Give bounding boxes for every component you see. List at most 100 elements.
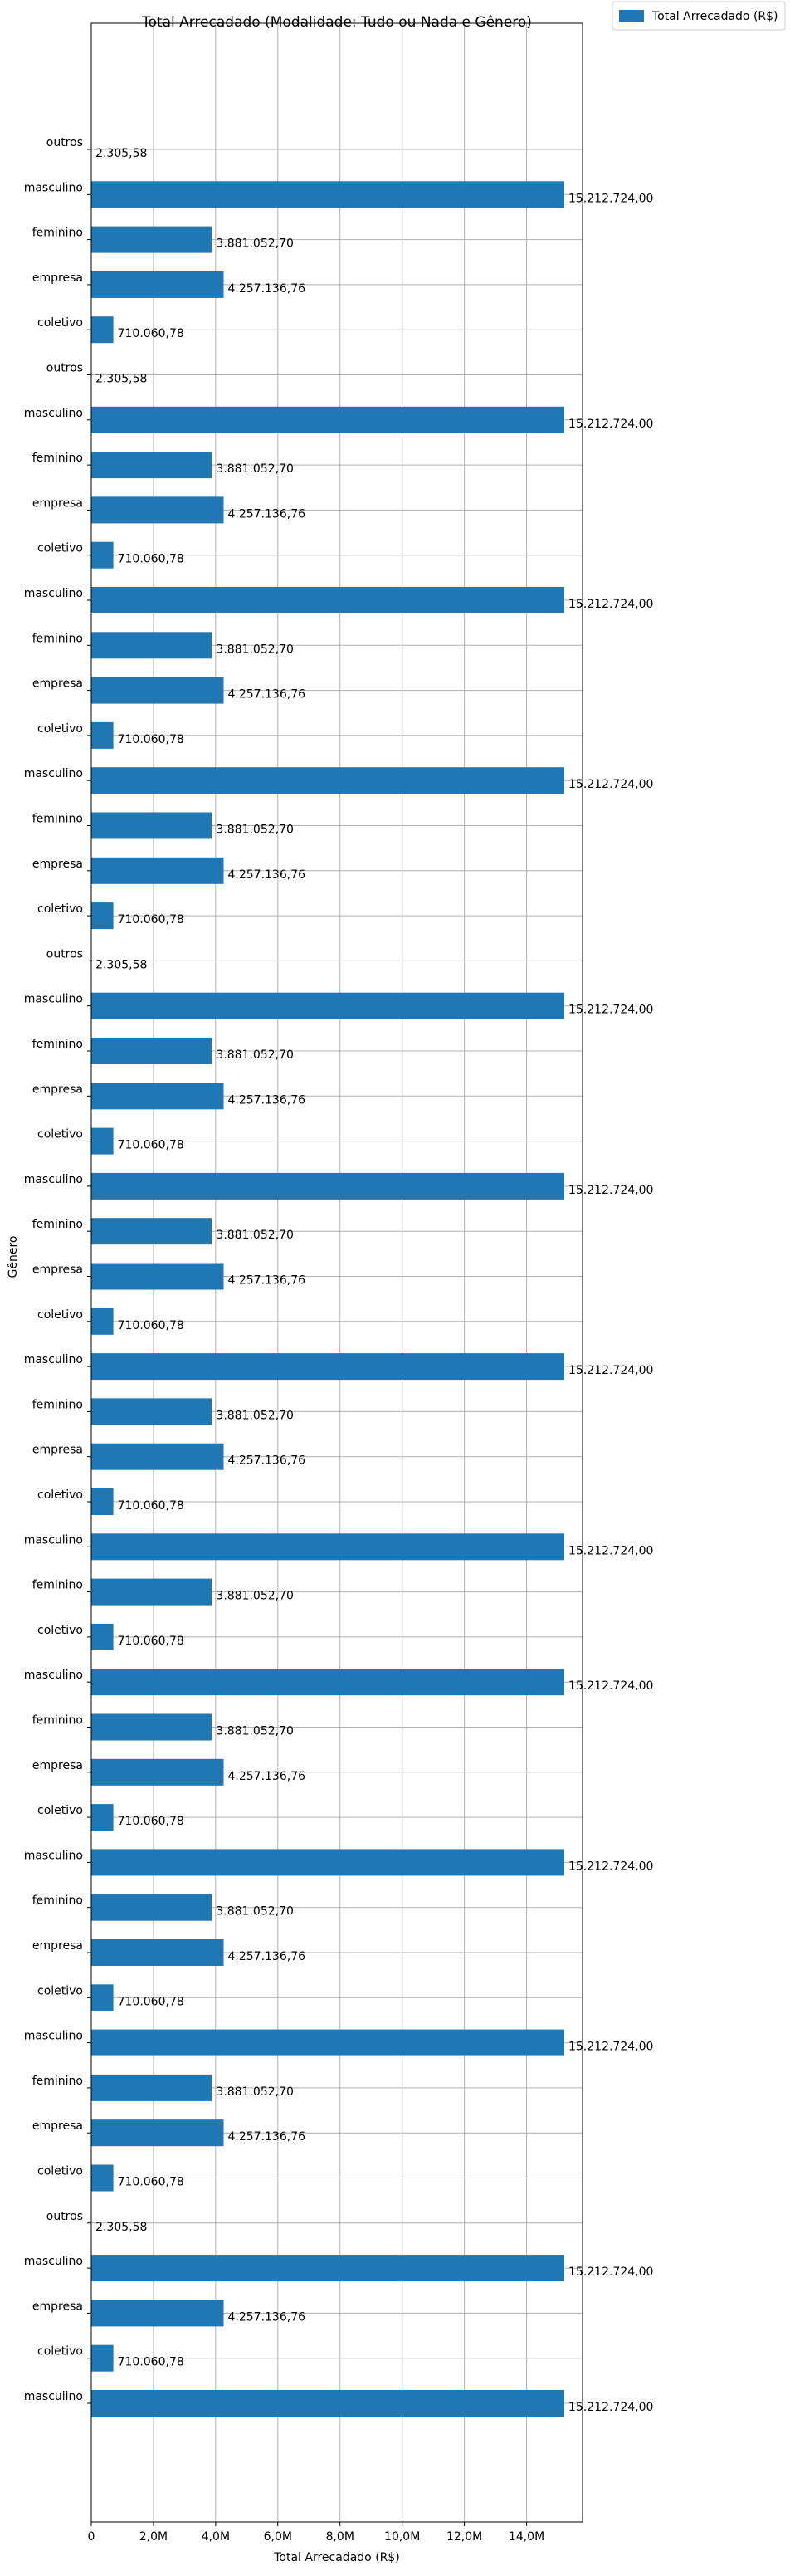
- data-label: 2.305,58: [95, 373, 147, 386]
- data-label: 710.060,78: [118, 553, 184, 566]
- y-tick-label: masculino: [24, 1669, 83, 1682]
- bar: [91, 1444, 224, 1470]
- bar: [91, 496, 224, 523]
- data-label: 15.212.724,00: [568, 2041, 653, 2054]
- data-label: 710.060,78: [118, 2176, 184, 2189]
- y-tick-label: masculino: [24, 1849, 83, 1862]
- y-tick-label: masculino: [24, 2255, 83, 2268]
- data-label: 15.212.724,00: [568, 192, 653, 205]
- y-tick-label: outros: [46, 2210, 83, 2223]
- y-tick-label: coletivo: [37, 1984, 83, 1997]
- data-label: 710.060,78: [118, 1815, 184, 1828]
- x-tick-label: 14,0M: [509, 2530, 544, 2544]
- data-label: 3.881.052,70: [216, 1725, 294, 1738]
- data-label: 3.881.052,70: [216, 237, 294, 251]
- y-tick-label: empresa: [32, 1264, 83, 1277]
- data-label: 15.212.724,00: [568, 1679, 653, 1693]
- x-tick-label: 2,0M: [139, 2530, 168, 2544]
- y-tick-label: empresa: [32, 2300, 83, 2313]
- y-tick-label: empresa: [32, 496, 83, 510]
- data-label: 3.881.052,70: [216, 1048, 294, 1062]
- y-tick-label: coletivo: [37, 902, 83, 916]
- y-tick-label: feminino: [32, 227, 83, 240]
- data-label: 710.060,78: [118, 1499, 184, 1513]
- x-tick-label: 8,0M: [326, 2530, 354, 2544]
- bar: [91, 722, 114, 749]
- data-label: 710.060,78: [118, 1995, 184, 2008]
- bar: [91, 902, 114, 929]
- x-tick-label: 6,0M: [264, 2530, 292, 2544]
- y-axis-label: Gênero: [7, 1236, 20, 1278]
- y-tick-label: feminino: [32, 1894, 83, 1908]
- bar: [91, 2300, 224, 2326]
- y-tick-label: masculino: [24, 2030, 83, 2043]
- data-label: 4.257.136,76: [228, 2310, 306, 2324]
- data-label: 15.212.724,00: [568, 778, 653, 791]
- y-tick-label: masculino: [24, 767, 83, 780]
- data-label: 710.060,78: [118, 327, 184, 340]
- y-tick-label: feminino: [32, 1218, 83, 1231]
- data-label: 710.060,78: [118, 2356, 184, 2369]
- x-tick-label: 4,0M: [202, 2530, 230, 2544]
- bar: [91, 1173, 564, 1200]
- bar: [91, 407, 564, 433]
- data-label: 4.257.136,76: [228, 1950, 306, 1963]
- bar: [91, 1083, 224, 1109]
- legend: Total Arrecadado (R$): [612, 2, 785, 30]
- data-label: 3.881.052,70: [216, 1229, 294, 1242]
- data-label: 4.257.136,76: [228, 1770, 306, 1783]
- y-tick-label: outros: [46, 136, 83, 149]
- y-tick-label: empresa: [32, 1444, 83, 1457]
- x-tick-label: 10,0M: [384, 2530, 420, 2544]
- bar: [91, 767, 564, 794]
- x-axis-label: Total Arrecadado (R$): [273, 2551, 400, 2564]
- data-label: 3.881.052,70: [216, 2085, 294, 2099]
- y-tick-label: coletivo: [37, 1128, 83, 1141]
- data-label: 710.060,78: [118, 1319, 184, 1332]
- y-tick-label: coletivo: [37, 1804, 83, 1817]
- bar: [91, 813, 212, 839]
- y-tick-label: empresa: [32, 858, 83, 871]
- data-label: 2.305,58: [95, 2221, 147, 2234]
- bar: [91, 1759, 224, 1786]
- data-label: 15.212.724,00: [568, 1860, 653, 1873]
- x-tick-label: 0: [88, 2530, 95, 2544]
- chart-title: Total Arrecadado (Modalidade: Tudo ou Na…: [141, 14, 532, 31]
- bar: [91, 1264, 224, 1290]
- data-label: 4.257.136,76: [228, 2130, 306, 2143]
- data-label: 15.212.724,00: [568, 598, 653, 611]
- data-label: 4.257.136,76: [228, 1274, 306, 1288]
- y-tick-label: feminino: [32, 632, 83, 645]
- bar: [91, 1038, 212, 1064]
- y-tick-label: masculino: [24, 587, 83, 600]
- y-tick-label: feminino: [32, 1714, 83, 1728]
- data-label: 4.257.136,76: [228, 688, 306, 701]
- bar: [91, 181, 564, 208]
- bar: [91, 316, 114, 343]
- y-tick-label: empresa: [32, 1759, 83, 1772]
- y-tick-label: masculino: [24, 407, 83, 420]
- y-tick-label: feminino: [32, 452, 83, 465]
- data-label: 710.060,78: [118, 733, 184, 746]
- bar: [91, 2165, 114, 2192]
- bar: [91, 1624, 114, 1650]
- data-label: 15.212.724,00: [568, 1364, 653, 1377]
- bar: [91, 1984, 114, 2011]
- bar: [91, 1849, 564, 1875]
- y-tick-label: empresa: [32, 2119, 83, 2133]
- y-tick-label: feminino: [32, 813, 83, 826]
- legend-swatch: [619, 10, 644, 22]
- bar: [91, 1939, 224, 1966]
- data-label: 4.257.136,76: [228, 1454, 306, 1468]
- data-label: 710.060,78: [118, 913, 184, 926]
- bar: [91, 2075, 212, 2101]
- y-tick-label: empresa: [32, 1083, 83, 1096]
- data-label: 3.881.052,70: [216, 1409, 294, 1422]
- y-tick-label: coletivo: [37, 1488, 83, 1502]
- data-label: 15.212.724,00: [568, 1544, 653, 1557]
- y-tick-label: coletivo: [37, 2165, 83, 2178]
- y-tick-label: masculino: [24, 1533, 83, 1547]
- data-label: 4.257.136,76: [228, 282, 306, 296]
- y-tick-label: masculino: [24, 1353, 83, 1366]
- bar: [91, 542, 114, 569]
